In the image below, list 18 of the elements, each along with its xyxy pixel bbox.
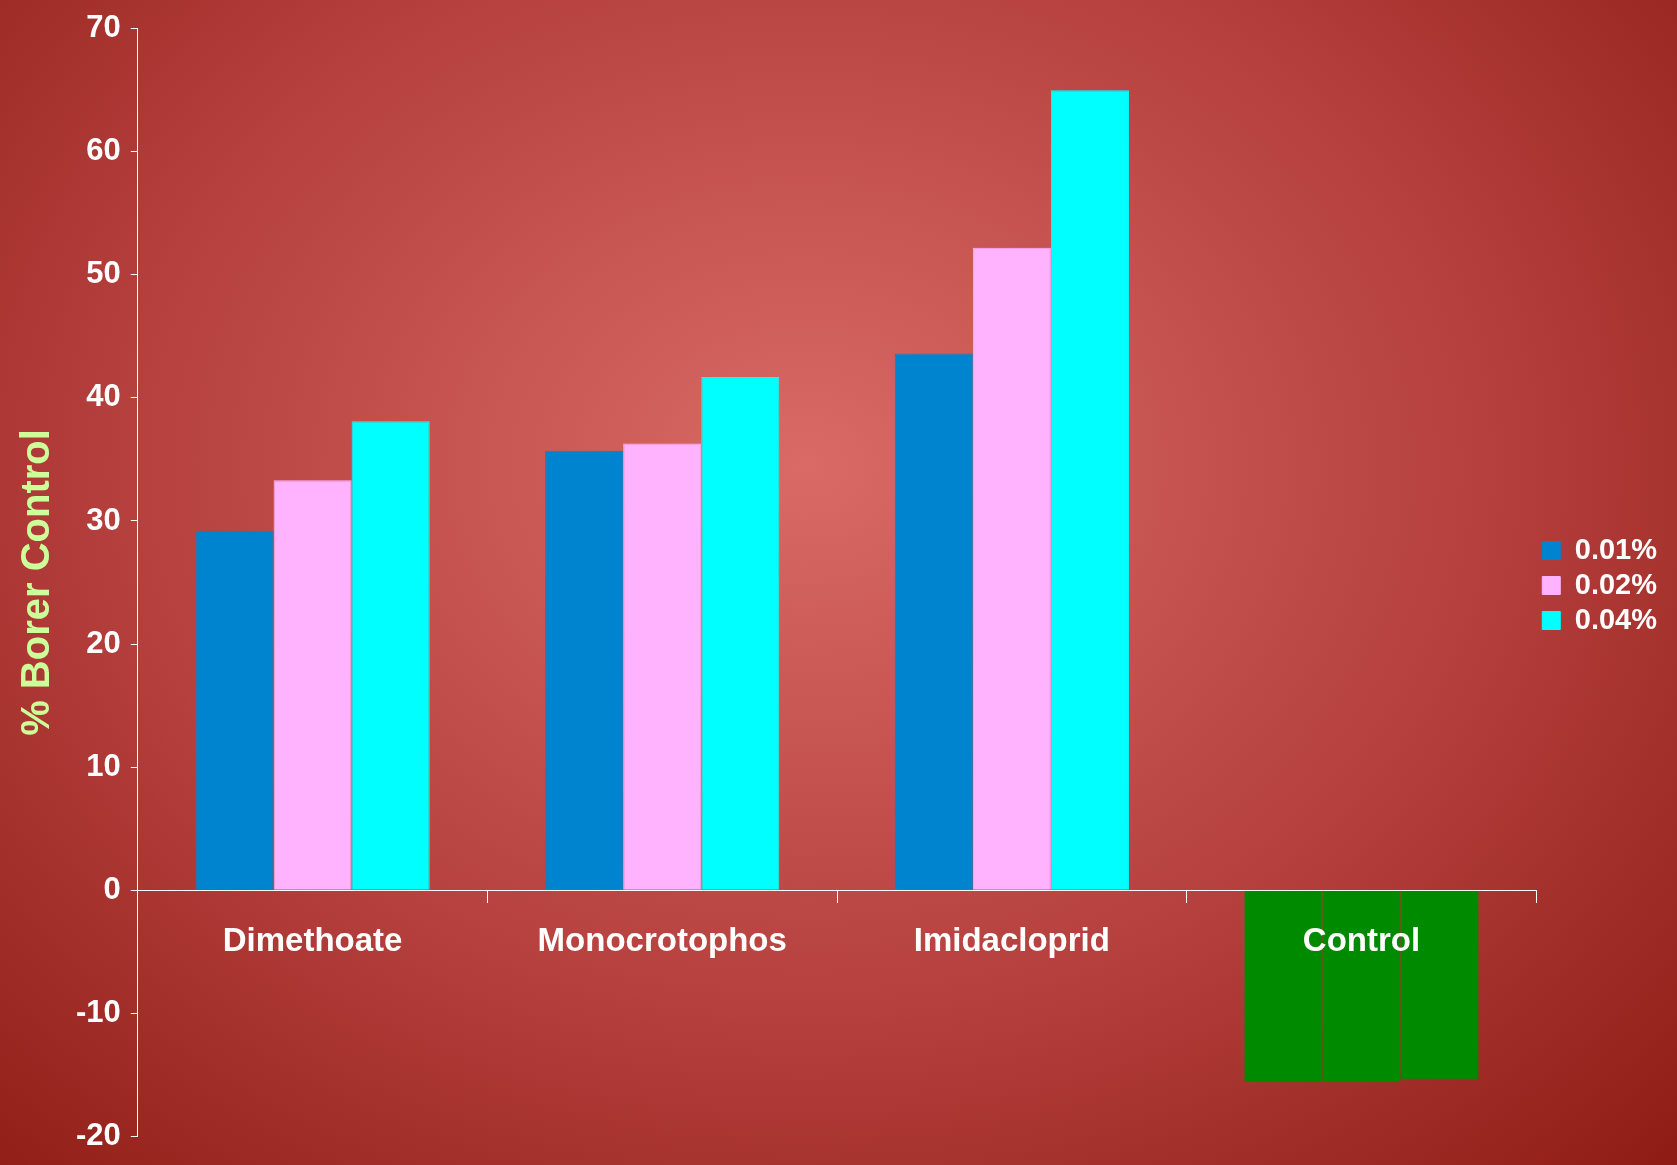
- x-tick-label: Imidacloprid: [913, 921, 1110, 959]
- y-tick-label: 30: [86, 501, 121, 537]
- y-axis-title: % Borer Control: [13, 429, 58, 736]
- x-tick-label: Control: [1302, 921, 1421, 959]
- y-tick-label: -10: [75, 993, 121, 1029]
- legend-label: 0.01%: [1574, 532, 1658, 565]
- y-tick-label: 50: [86, 255, 121, 291]
- x-tick-label: Dimethoate: [222, 921, 403, 959]
- y-tick-label: 0: [103, 870, 121, 906]
- legend-label: 0.02%: [1574, 567, 1658, 600]
- x-tick-label: Monocrotophos: [537, 921, 787, 959]
- y-tick-label: -20: [75, 1116, 121, 1152]
- y-tick-label: 60: [86, 132, 121, 168]
- y-tick-label: 20: [86, 624, 121, 660]
- y-tick-label: 70: [86, 9, 121, 45]
- y-tick-label: 10: [86, 747, 121, 783]
- y-tick-label: 40: [86, 378, 121, 414]
- legend-label: 0.04%: [1574, 602, 1658, 635]
